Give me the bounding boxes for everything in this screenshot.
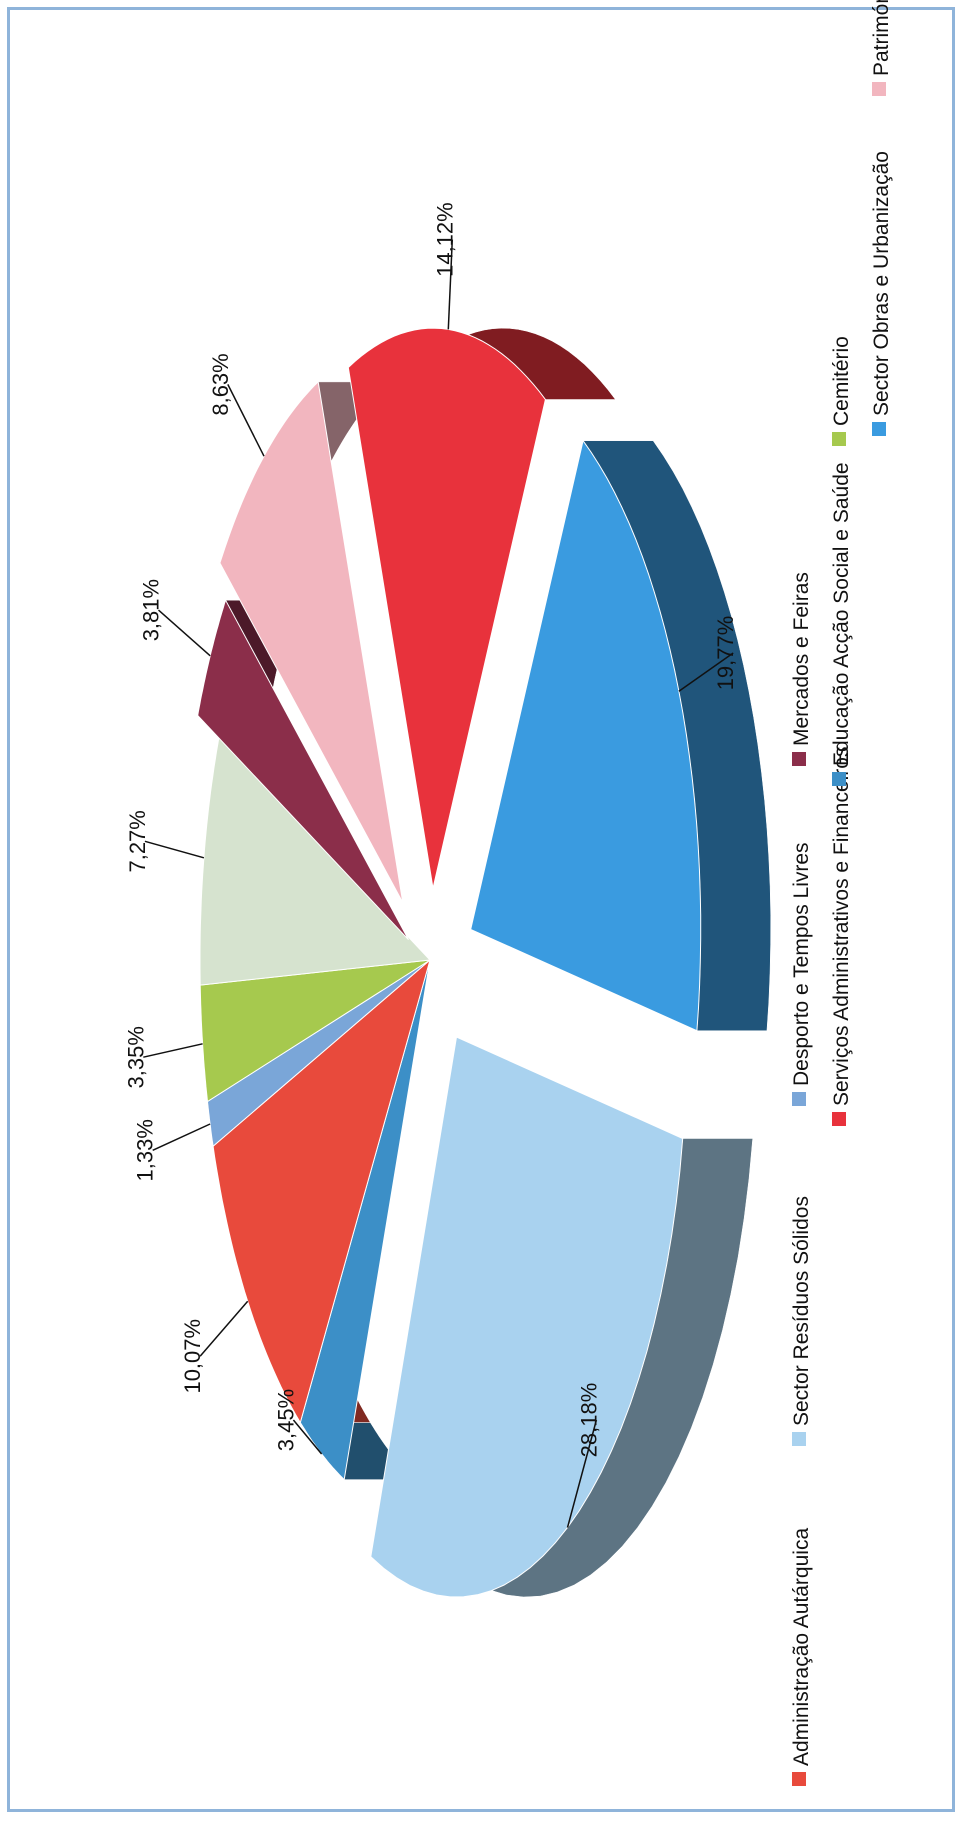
legend-swatch-sector-residuos-solidos xyxy=(792,1432,806,1446)
legend-swatch-sector-obras-e-urbanizacao xyxy=(872,422,886,436)
data-label-mercados-e-feiras: 3,81% xyxy=(139,579,164,641)
legend: Administração Autárquica Sector Resíduos … xyxy=(790,0,893,1786)
legend-swatch-desporto-e-tempos-livres xyxy=(792,1092,806,1106)
leader-line-administracao-autarquica xyxy=(199,1300,249,1357)
legend-item-sector-obras-e-urbanizacao: Sector Obras e Urbanização xyxy=(870,151,893,416)
legend-swatch-patrimonio-cultura-e-ciencia xyxy=(872,82,886,96)
leader-line-servicos-administrativos-e-financeiros xyxy=(447,239,454,330)
leader-line-cemiterio xyxy=(143,1043,203,1058)
legend-item-desporto-e-tempos-livres: Desporto e Tempos Livres xyxy=(790,842,813,1086)
data-label-sector-residuos-solidos: 28,18% xyxy=(576,1383,601,1458)
data-label-patrimonio-cultura-e-ciencia: 8,63% xyxy=(208,353,233,415)
leader-lines xyxy=(143,239,734,1528)
data-labels: 14,12% 19,77% 28,18% 3,45% 10,07% 1,33% 3,35% 7… xyxy=(123,202,738,1457)
data-label-servicos-administrativos-e-financeiros: 14,12% xyxy=(432,202,457,277)
pie-group xyxy=(197,327,771,1598)
legend-swatch-educacao-accao-social-e-saude xyxy=(832,772,846,786)
legend-item-educacao-accao-social-e-saude: Educação Acção Social e Saúde xyxy=(830,462,853,766)
data-label-sector-obras-e-urbanizacao: 19,77% xyxy=(713,616,738,691)
leader-line-sector-residuos-solidos xyxy=(566,1419,598,1528)
data-label-proteccao-do-meio-ambiente: 7,27% xyxy=(125,810,150,872)
legend-item-sector-residuos-solidos: Sector Resíduos Sólidos xyxy=(790,1196,813,1426)
data-label-desporto-e-tempos-livres: 1,33% xyxy=(133,1119,158,1181)
legend-item-administracao-autarquica: Administração Autárquica xyxy=(790,1528,813,1766)
legend-swatch-cemiterio xyxy=(832,432,846,446)
legend-item-patrimonio-cultura-e-ciencia: Património Cultura e Ciência xyxy=(870,0,893,76)
leader-line-proteccao-do-meio-ambiente xyxy=(144,840,205,859)
legend-swatch-administracao-autarquica xyxy=(792,1772,806,1786)
legend-item-cemiterio: Cemitério xyxy=(830,336,853,426)
leader-line-sector-obras-e-urbanizacao xyxy=(678,652,734,692)
legend-swatch-servicos-administrativos-e-financeiros xyxy=(832,1112,846,1126)
leader-line-patrimonio-cultura-e-ciencia xyxy=(227,384,265,457)
legend-item-servicos-administrativos-e-financeiros: Serviços Administrativos e Financeiros xyxy=(830,747,853,1106)
data-label-administracao-autarquica: 10,07% xyxy=(180,1319,205,1394)
data-label-cemiterio: 3,35% xyxy=(123,1026,148,1088)
leader-line-mercados-e-feiras xyxy=(158,609,211,657)
legend-swatch-mercados-e-feiras xyxy=(792,752,806,766)
leader-line-desporto-e-tempos-livres xyxy=(152,1123,211,1151)
legend-item-mercados-e-feiras: Mercados e Feiras xyxy=(790,572,813,746)
data-label-educacao-accao-social-e-saude: 3,45% xyxy=(273,1389,298,1451)
leader-line-educacao-accao-social-e-saude xyxy=(292,1419,323,1455)
